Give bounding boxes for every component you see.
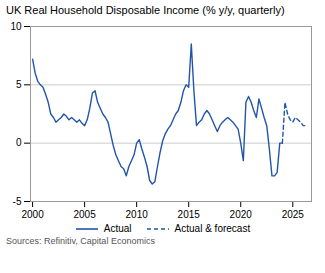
html-text:Actual: Actual <box>103 223 132 234</box>
svg-text:0: 0 <box>16 137 22 148</box>
html-text:Sources: Refinitiv, Capital Ec: Sources: Refinitiv, Capital Economics <box>6 236 155 246</box>
svg-text:2025: 2025 <box>282 209 305 220</box>
svg-text:10: 10 <box>10 21 22 32</box>
svg-text:2005: 2005 <box>73 209 96 220</box>
svg-text:2015: 2015 <box>178 209 201 220</box>
svg-text:5: 5 <box>16 79 22 90</box>
html-text:Actual & forecast: Actual & forecast <box>174 223 251 234</box>
svg-text:2000: 2000 <box>21 209 44 220</box>
svg-text:-5: -5 <box>13 196 22 207</box>
svg-text:2020: 2020 <box>230 209 253 220</box>
svg-text:2010: 2010 <box>126 209 149 220</box>
html-text:UK Real Household Disposable I: UK Real Household Disposable Income (% y… <box>6 4 285 16</box>
